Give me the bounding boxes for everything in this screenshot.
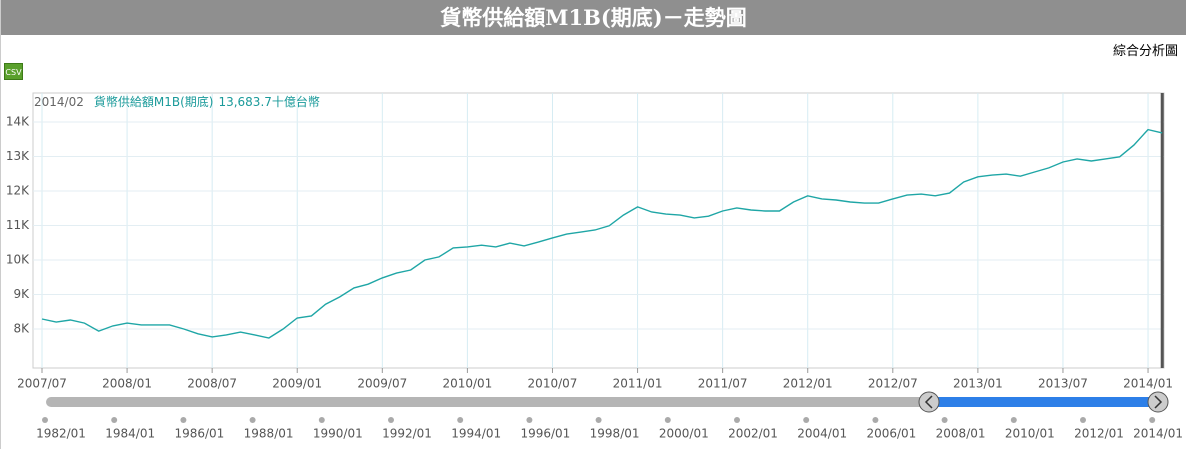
x-tick-label: 2009/07 bbox=[357, 377, 407, 391]
nav-dot bbox=[941, 417, 948, 423]
scroll-handle-left[interactable] bbox=[918, 391, 940, 413]
tooltip-unit: 十億台幣 bbox=[272, 94, 320, 109]
nav-label: 1992/01 bbox=[382, 427, 432, 441]
nav-label: 2006/01 bbox=[866, 427, 916, 441]
nav-label: 1996/01 bbox=[520, 427, 570, 441]
nav-label: 2012/01 bbox=[1074, 427, 1124, 441]
x-tick-label: 2014/01 bbox=[1123, 377, 1173, 391]
nav-label: 1998/01 bbox=[590, 427, 640, 441]
nav-label: 2000/01 bbox=[659, 427, 709, 441]
tooltip-series: 貨幣供給額M1B(期底) bbox=[94, 94, 214, 109]
nav-dot bbox=[42, 417, 48, 423]
scrollbar-range[interactable] bbox=[929, 397, 1158, 407]
nav-dot bbox=[457, 417, 464, 423]
csv-button[interactable]: CSV bbox=[4, 63, 23, 80]
x-tick-label: 2009/01 bbox=[272, 377, 322, 391]
x-tick-label: 2013/01 bbox=[953, 377, 1003, 391]
nav-label: 1986/01 bbox=[174, 427, 224, 441]
arrow-left bbox=[924, 395, 933, 409]
y-tick-label: 12K bbox=[6, 183, 30, 197]
nav-label: 2014/01 bbox=[1133, 427, 1183, 441]
nav-dot bbox=[1149, 417, 1156, 423]
scrollbar-track[interactable] bbox=[46, 397, 931, 407]
y-tick-label: 10K bbox=[6, 253, 30, 267]
nav-label: 2008/01 bbox=[936, 427, 986, 441]
nav-label: 1984/01 bbox=[105, 427, 155, 441]
data-line bbox=[41, 128, 1163, 339]
nav-label: 2004/01 bbox=[797, 427, 847, 441]
x-tick-label: 2008/01 bbox=[102, 377, 152, 391]
nav-label: 1988/01 bbox=[244, 427, 294, 441]
nav-dot bbox=[803, 417, 810, 423]
nav-label: 1982/01 bbox=[36, 427, 86, 441]
x-tick-label: 2010/01 bbox=[442, 377, 492, 391]
x-tick-label: 2010/07 bbox=[528, 377, 578, 391]
nav-dot bbox=[595, 417, 602, 423]
y-tick-label: 13K bbox=[6, 149, 30, 163]
nav-label: 2002/01 bbox=[728, 427, 778, 441]
x-tick-label: 2008/07 bbox=[187, 377, 237, 391]
x-tick-label: 2011/07 bbox=[698, 377, 748, 391]
nav-dot bbox=[1010, 417, 1017, 423]
nav-label: 1990/01 bbox=[313, 427, 363, 441]
nav-dot bbox=[111, 417, 118, 423]
nav-dot bbox=[249, 417, 256, 423]
tooltip: 2014/02 貨幣供給額M1B(期底) 13,683.7十億台幣 bbox=[34, 94, 320, 109]
plot-frame bbox=[32, 92, 1165, 369]
arrow-right bbox=[1154, 395, 1163, 409]
x-tick-label: 2011/01 bbox=[613, 377, 663, 391]
title-bar: 貨幣供給額M1B(期底)－走勢圖 bbox=[1, 0, 1186, 35]
x-tick-label: 2012/01 bbox=[783, 377, 833, 391]
tooltip-date: 2014/02 bbox=[34, 95, 84, 109]
y-tick-label: 9K bbox=[13, 287, 30, 301]
analysis-link[interactable]: 綜合分析圖 bbox=[1112, 44, 1178, 59]
nav-dot bbox=[1080, 417, 1086, 423]
nav-dot bbox=[526, 417, 533, 423]
x-tick-label: 2012/07 bbox=[868, 377, 918, 391]
nav-dot bbox=[872, 417, 879, 423]
x-tick-label: 2013/07 bbox=[1038, 377, 1088, 391]
nav-label: 2010/01 bbox=[1005, 427, 1055, 441]
nav-dot bbox=[734, 417, 740, 423]
tooltip-value: 13,683.7 bbox=[218, 95, 271, 109]
x-tick-label: 2007/07 bbox=[17, 377, 67, 391]
nav-dot bbox=[318, 417, 325, 423]
nav-dot bbox=[180, 417, 187, 423]
y-tick-label: 11K bbox=[6, 218, 30, 232]
nav-dot bbox=[664, 417, 671, 423]
scroll-handle-right[interactable] bbox=[1147, 391, 1169, 413]
y-tick-label: 14K bbox=[6, 114, 30, 128]
y-tick-label: 8K bbox=[13, 322, 30, 336]
nav-label: 1994/01 bbox=[451, 427, 501, 441]
nav-dot bbox=[388, 417, 394, 423]
